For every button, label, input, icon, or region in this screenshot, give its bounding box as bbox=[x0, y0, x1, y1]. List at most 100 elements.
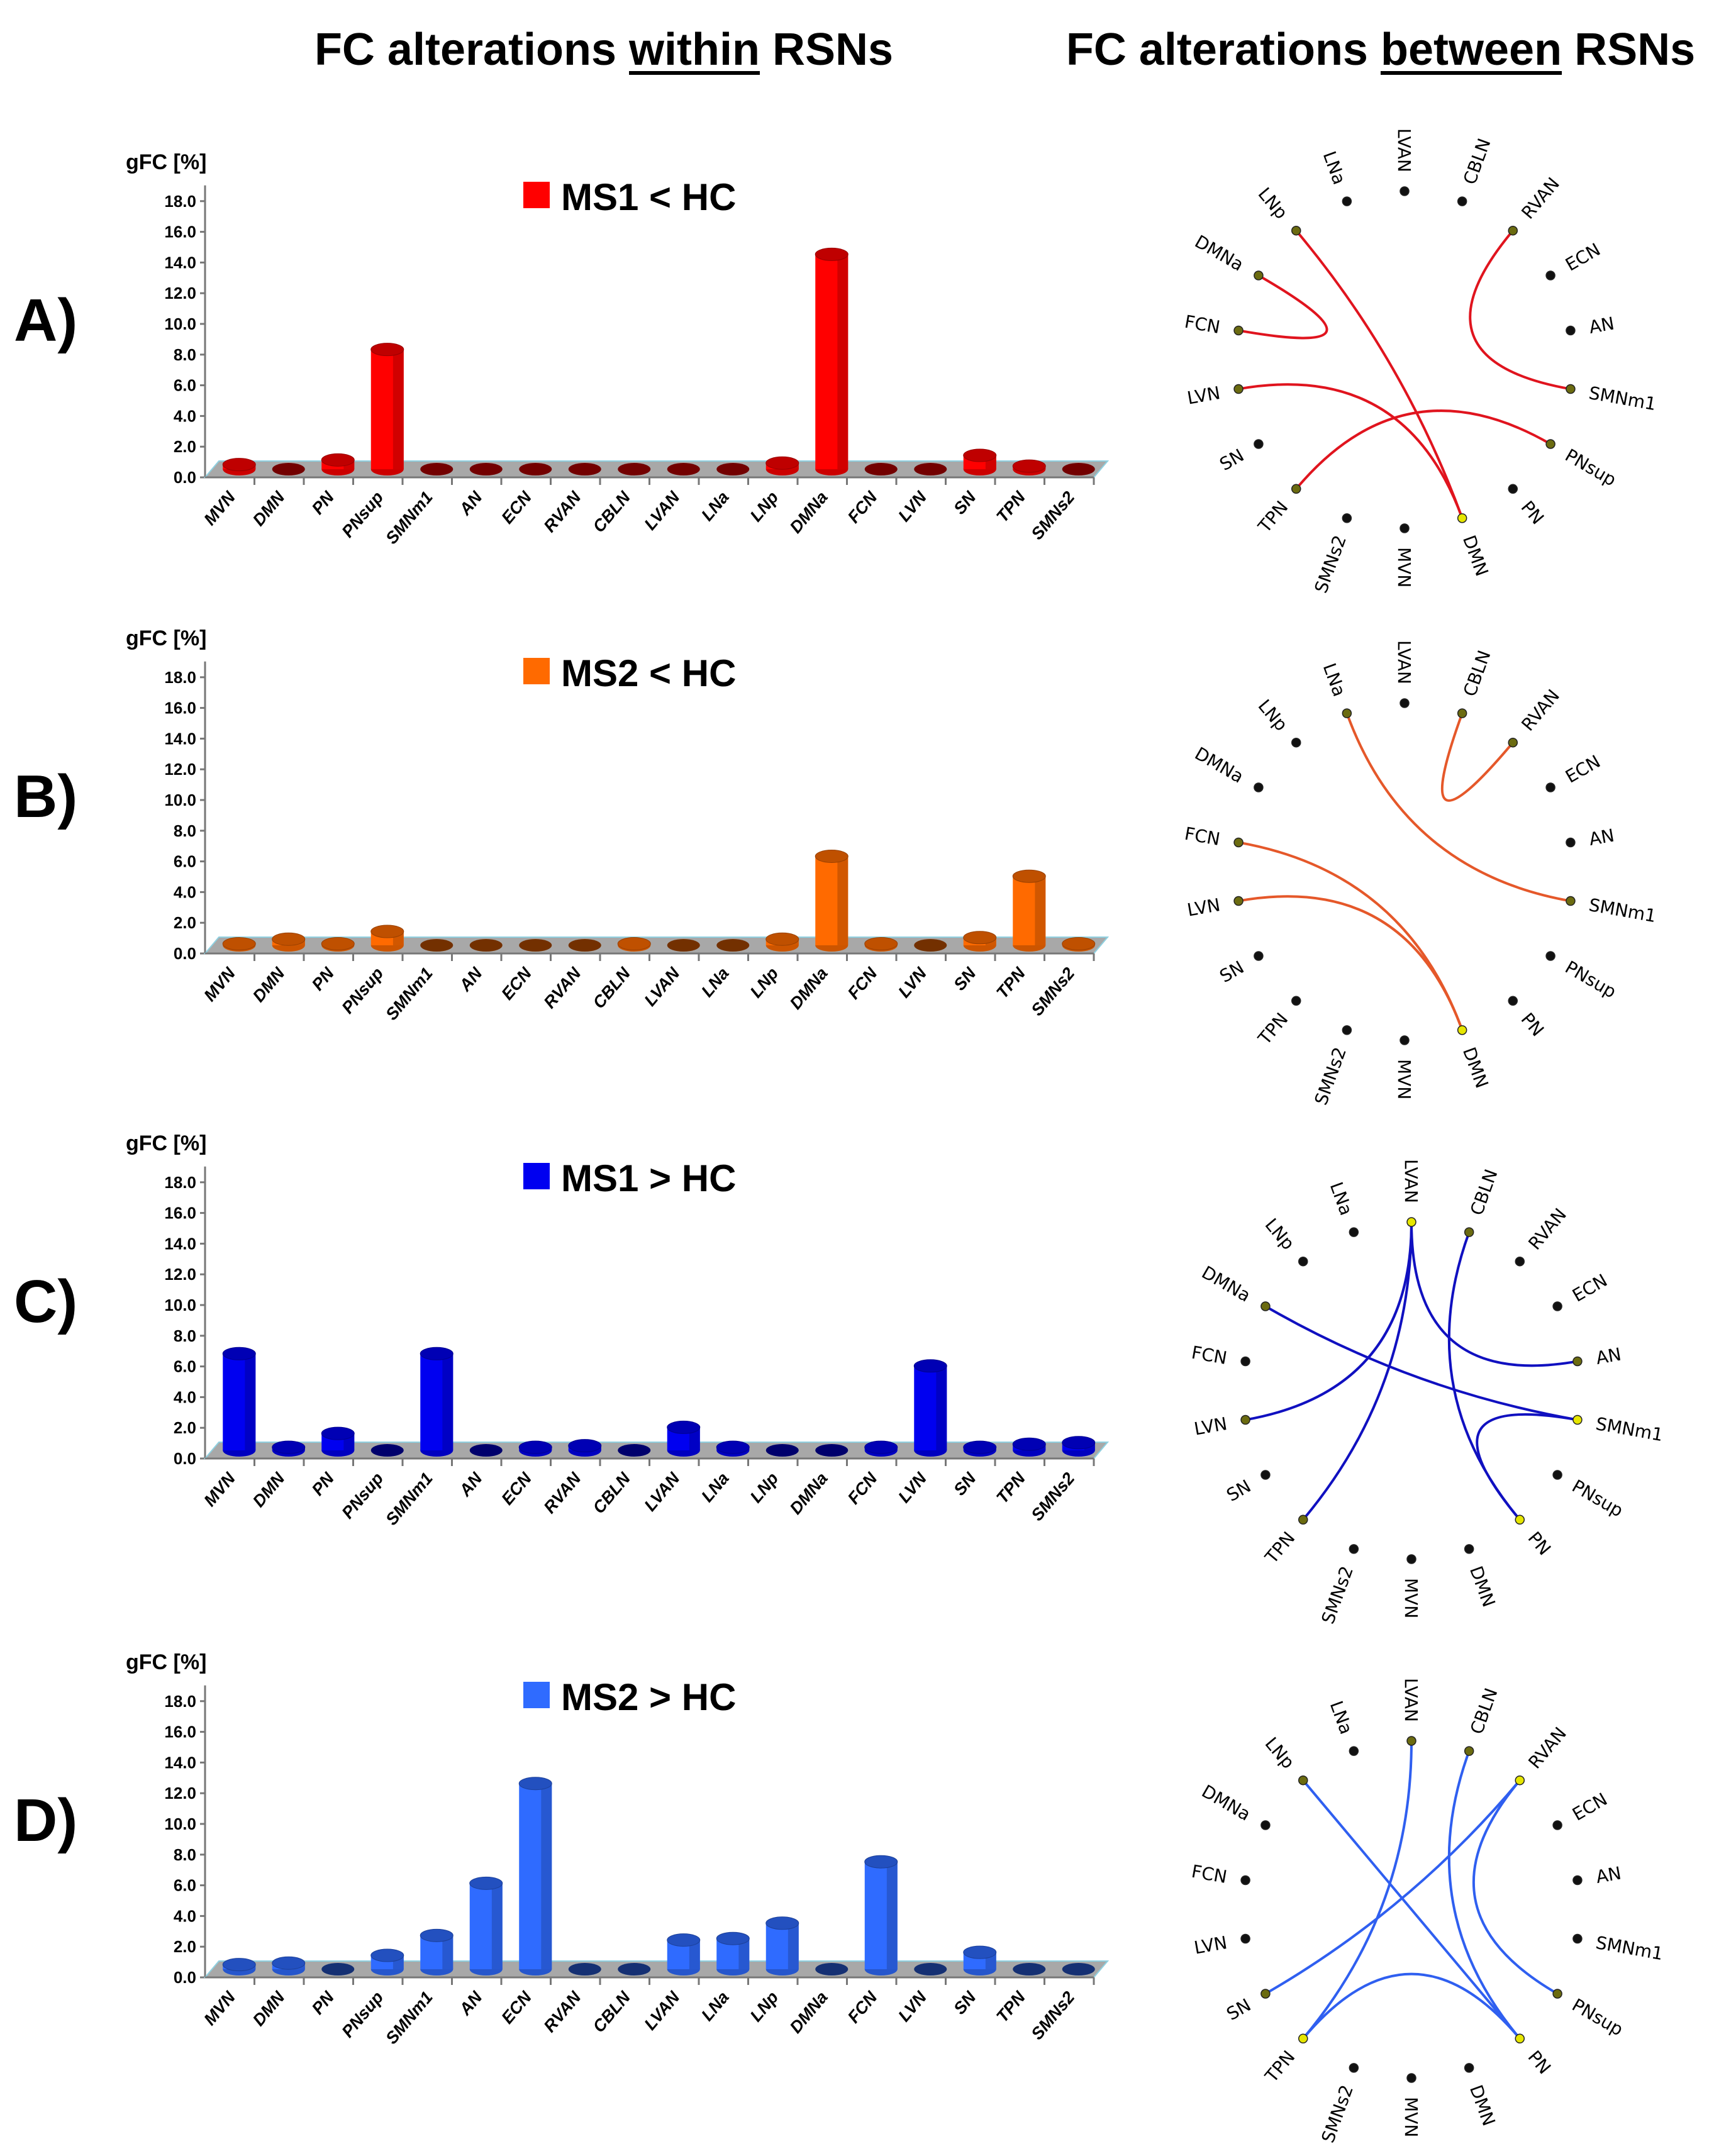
x-tick-label: PN bbox=[308, 1987, 338, 2018]
x-tick-label: PN bbox=[308, 1469, 338, 1499]
x-tick-label: ECN bbox=[498, 1987, 535, 2027]
bar-LNa bbox=[716, 939, 750, 952]
x-tick-label: LNa bbox=[698, 488, 733, 525]
edge-RVAN-PNsup bbox=[1472, 1779, 1559, 1995]
bar-PN bbox=[321, 1963, 355, 1975]
node-label: FCN bbox=[1190, 1342, 1228, 1369]
x-tick-label: FCN bbox=[844, 487, 881, 526]
bar-CBLN bbox=[617, 937, 651, 952]
y-tick-label: 18.0 bbox=[164, 1173, 196, 1192]
bar-SMNm1 bbox=[420, 1928, 454, 1975]
node-label: DMN bbox=[1459, 533, 1493, 579]
x-tick-label: LNa bbox=[698, 1469, 733, 1506]
x-tick-label: MVN bbox=[200, 964, 239, 1005]
y-tick-label: 18.0 bbox=[164, 192, 196, 211]
node-label: TPN bbox=[1260, 2047, 1299, 2087]
edge-LVAN-LVN bbox=[1245, 1221, 1413, 1421]
y-tick-label: 10.0 bbox=[164, 1814, 196, 1833]
bar-SMNs2 bbox=[1062, 1963, 1095, 1975]
node-RVAN bbox=[1508, 225, 1518, 236]
x-tick-label: SN bbox=[950, 1987, 979, 2018]
bar-AN bbox=[469, 1444, 503, 1457]
node-DMNa bbox=[1254, 270, 1264, 281]
x-tick-label: LNa bbox=[698, 1988, 733, 2025]
x-tick-label: FCN bbox=[844, 964, 881, 1003]
node-SMNs2 bbox=[1342, 513, 1352, 523]
panel-letter-a: A) bbox=[14, 287, 78, 354]
bar-MVN bbox=[222, 1958, 256, 1975]
node-label: AN bbox=[1594, 1344, 1623, 1369]
bar-SMNm1 bbox=[420, 939, 454, 952]
y-tick-label: 10.0 bbox=[164, 314, 196, 333]
bar-PN bbox=[321, 453, 355, 475]
y-tick-label: 2.0 bbox=[174, 913, 196, 932]
node-label: SMNm1 bbox=[1594, 1932, 1665, 1964]
y-tick-label: 8.0 bbox=[174, 1326, 196, 1345]
bar-TPN bbox=[1013, 1963, 1046, 1975]
bar-TPN bbox=[1012, 1437, 1046, 1457]
x-tick-label: DMNa bbox=[786, 488, 832, 537]
edge-LNa-SMNm1 bbox=[1345, 713, 1571, 903]
header-between-prefix: FC alterations bbox=[1066, 25, 1381, 75]
node-FCN bbox=[1240, 1875, 1250, 1886]
edge-LNp-DMN bbox=[1295, 230, 1464, 519]
node-PNsup bbox=[1552, 1470, 1562, 1480]
x-tick-label: DMNa bbox=[786, 1988, 832, 2037]
x-tick-label: LNp bbox=[747, 964, 782, 1001]
y-tick-label: 18.0 bbox=[164, 668, 196, 687]
node-label: PN bbox=[1524, 2047, 1555, 2078]
node-label: SMNs2 bbox=[1310, 533, 1350, 596]
y-tick-label: 6.0 bbox=[174, 376, 196, 395]
x-tick-label: SMNm1 bbox=[382, 1988, 437, 2048]
node-SMNs2 bbox=[1349, 2063, 1359, 2073]
node-LVAN bbox=[1400, 698, 1410, 708]
panel-letter-b: B) bbox=[14, 763, 78, 830]
node-label: PNsup bbox=[1562, 445, 1620, 491]
node-label: DMNa bbox=[1191, 231, 1247, 275]
node-SN bbox=[1260, 1470, 1271, 1480]
y-tick-label: 14.0 bbox=[164, 1234, 196, 1253]
node-label: SMNm1 bbox=[1588, 382, 1658, 414]
y-axis-label: gFC [%] bbox=[126, 1650, 206, 1674]
bar-PNsup bbox=[370, 925, 404, 952]
node-label: DMNa bbox=[1198, 1262, 1254, 1306]
node-label: DMNa bbox=[1198, 1781, 1254, 1825]
bar-PNsup bbox=[370, 1948, 404, 1975]
y-tick-label: 8.0 bbox=[174, 1845, 196, 1864]
bar-DMN bbox=[272, 1956, 306, 1975]
x-tick-label: LVAN bbox=[640, 487, 683, 533]
x-tick-label: DMN bbox=[249, 964, 289, 1006]
connectogram-0: LVAN CBLN RVAN ECN AN SMNm1 PNsup PN DMN MVN SMNs2… bbox=[1183, 128, 1658, 596]
bar-LVN bbox=[914, 463, 947, 475]
node-PNsup bbox=[1552, 1989, 1562, 1999]
bar-chart-2: gFC [%] MS1 > HC 0.0 2.0 4.0 6.0 8.0 10.0 12.0 14… bbox=[126, 1131, 1110, 1529]
x-tick-label: FCN bbox=[844, 1469, 881, 1508]
x-tick-label: MVN bbox=[200, 487, 239, 529]
bar-SN bbox=[963, 1945, 997, 1975]
x-tick-label: TPN bbox=[993, 487, 1029, 526]
node-label: LNa bbox=[1319, 660, 1350, 699]
x-tick-label: ECN bbox=[498, 964, 535, 1003]
y-tick-label: 12.0 bbox=[164, 1784, 196, 1803]
node-label: LVAN bbox=[1394, 128, 1415, 172]
node-SMNm1 bbox=[1566, 896, 1576, 906]
node-label: PNsup bbox=[1569, 1994, 1627, 2040]
node-LVAN bbox=[1406, 1736, 1416, 1746]
bar-DMNa bbox=[815, 1963, 849, 1975]
node-label: LVN bbox=[1193, 1932, 1229, 1959]
x-tick-label: CBLN bbox=[589, 1469, 635, 1517]
node-label: PN bbox=[1517, 497, 1549, 528]
y-tick-label: 0.0 bbox=[174, 468, 196, 487]
x-tick-label: PNsup bbox=[338, 964, 387, 1018]
connectogram-2: LVAN CBLN RVAN ECN AN SMNm1 PNsup PN DMN MVN SMNs2… bbox=[1190, 1159, 1665, 1626]
node-label: SMNs2 bbox=[1310, 1045, 1350, 1108]
node-AN bbox=[1566, 837, 1576, 848]
bar-MVN bbox=[222, 1347, 256, 1457]
node-label: LNp bbox=[1254, 696, 1292, 735]
legend-swatch bbox=[523, 1163, 550, 1189]
node-label: SN bbox=[1216, 957, 1247, 987]
bar-LNp bbox=[765, 456, 799, 475]
x-tick-label: PN bbox=[308, 964, 338, 994]
bar-AN bbox=[469, 463, 503, 475]
y-tick-label: 12.0 bbox=[164, 284, 196, 303]
